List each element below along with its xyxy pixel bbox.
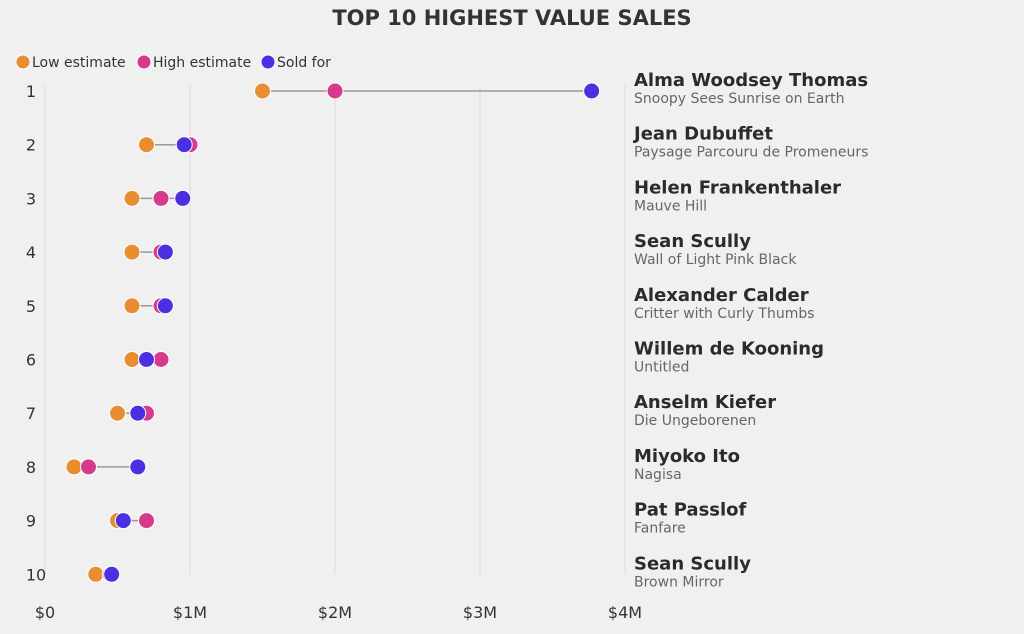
point-high <box>152 351 170 368</box>
point-sold <box>138 351 155 368</box>
artwork-title: Brown Mirror <box>634 574 724 590</box>
legend-label-sold: Sold for <box>277 55 331 71</box>
point-sold <box>156 243 174 261</box>
rank-label: 9 <box>26 512 36 531</box>
point-sold <box>103 565 121 583</box>
point-low <box>109 404 126 422</box>
artist-name: Sean Scully <box>634 553 751 574</box>
legend-marker-sold <box>260 54 276 70</box>
point-high <box>326 82 344 100</box>
artwork-title: Nagisa <box>634 467 682 483</box>
artist-name: Miyoko Ito <box>634 446 740 467</box>
point-low <box>138 136 155 154</box>
point-sold <box>129 458 147 476</box>
data-row <box>87 565 121 583</box>
rank-label: 2 <box>26 136 36 155</box>
artist-name: Alma Woodsey Thomas <box>634 70 868 91</box>
artist-name: Willem de Kooning <box>634 339 824 360</box>
rank-label: 5 <box>26 297 36 316</box>
legend-marker-high <box>136 54 152 70</box>
artist-name: Anselm Kiefer <box>634 392 776 413</box>
data-row <box>109 512 155 530</box>
rank-label: 3 <box>26 189 36 208</box>
point-high <box>138 512 155 530</box>
data-row <box>65 458 147 476</box>
artwork-title: Fanfare <box>634 521 686 537</box>
artwork-title: Critter with Curly Thumbs <box>634 306 815 322</box>
rank-label: 6 <box>26 351 36 370</box>
x-tick-label: $3M <box>463 603 497 622</box>
rank-label: 7 <box>26 404 36 423</box>
artwork-title: Snoopy Sees Sunrise on Earth <box>634 91 844 107</box>
point-sold <box>129 404 147 422</box>
data-row <box>109 404 155 422</box>
point-low <box>123 297 141 315</box>
legend: Low estimate High estimate Sold for <box>15 54 331 71</box>
artist-name: Sean Scully <box>634 231 751 252</box>
artist-name: Helen Frankenthaler <box>634 177 841 198</box>
x-axis: $0 $1M $2M $3M $4M <box>35 603 642 622</box>
legend-label-low: Low estimate <box>32 55 126 71</box>
x-tick-label: $4M <box>608 603 642 622</box>
artwork-title: Mauve Hill <box>634 198 707 214</box>
artist-name: Jean Dubuffet <box>632 124 773 145</box>
point-low <box>123 189 141 207</box>
data-row <box>123 297 174 315</box>
point-low <box>123 243 141 261</box>
point-sold <box>583 82 601 100</box>
rank-label: 8 <box>26 458 36 477</box>
rank-label: 10 <box>26 565 46 584</box>
point-sold <box>175 136 193 154</box>
data-row <box>123 243 174 261</box>
artist-name: Alexander Calder <box>634 285 809 306</box>
x-tick-label: $2M <box>318 603 352 622</box>
artist-name: Pat Passlof <box>634 500 747 521</box>
data-row <box>138 136 199 154</box>
point-sold <box>174 189 192 207</box>
rank-label: 4 <box>26 243 36 262</box>
rows <box>65 82 601 583</box>
point-sold <box>156 297 174 315</box>
point-low <box>87 565 105 583</box>
legend-marker-low <box>15 54 31 70</box>
point-high <box>80 458 97 476</box>
artwork-title: Die Ungeborenen <box>634 413 756 429</box>
artwork-title: Paysage Parcouru de Promeneurs <box>634 145 868 161</box>
data-row <box>123 351 170 368</box>
rank-label: 1 <box>26 82 36 101</box>
point-low <box>123 351 141 368</box>
point-low <box>65 458 83 476</box>
artwork-title: Wall of Light Pink Black <box>634 252 797 268</box>
data-row <box>123 189 192 207</box>
x-tick-label: $1M <box>173 603 207 622</box>
point-low <box>254 82 271 100</box>
point-sold <box>114 512 132 530</box>
artwork-title: Untitled <box>634 360 689 376</box>
data-row <box>254 82 601 100</box>
chart-title: TOP 10 HIGHEST VALUE SALES <box>332 6 691 30</box>
grid <box>44 85 626 575</box>
x-tick-label: $0 <box>35 603 55 622</box>
legend-label-high: High estimate <box>153 55 251 71</box>
point-high <box>152 189 170 207</box>
